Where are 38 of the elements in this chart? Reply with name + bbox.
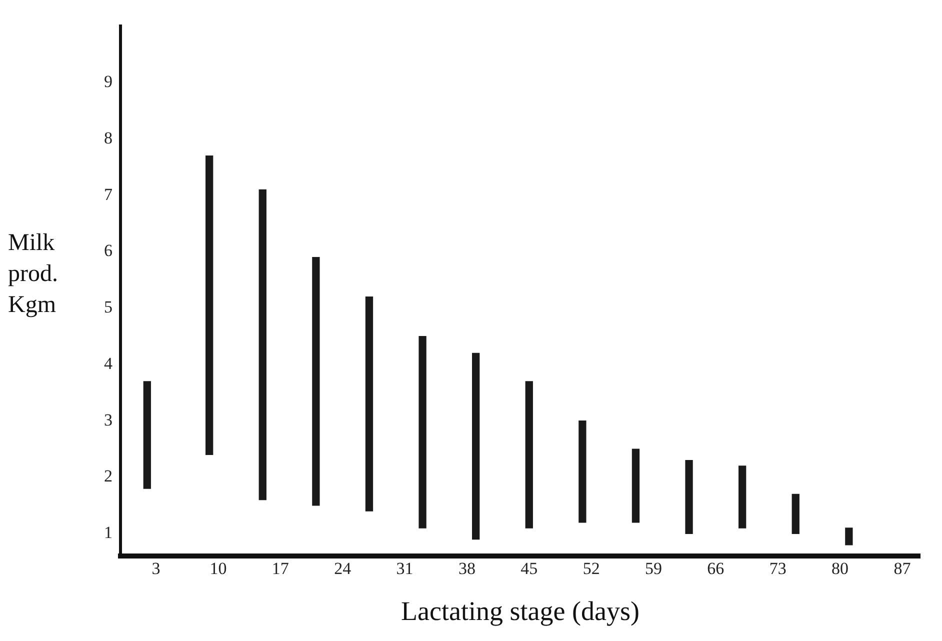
x-tick-label: 38 (458, 558, 476, 578)
y-tick-label: 5 (104, 298, 112, 317)
x-tick-label: 59 (645, 558, 662, 578)
bar (525, 381, 533, 528)
x-tick-label: 17 (272, 558, 290, 578)
x-tick-label: 66 (707, 558, 724, 578)
y-tick-label: 6 (104, 241, 112, 260)
y-axis-title: Milk prod. Kgm (8, 229, 59, 320)
x-tick-label: 52 (582, 558, 600, 578)
x-tick-label: 73 (769, 558, 786, 578)
bar (578, 420, 586, 523)
x-tick-label: 24 (334, 558, 352, 578)
bar (206, 156, 214, 456)
bar (845, 528, 853, 546)
bar (312, 257, 320, 506)
bar (472, 352, 480, 540)
bar (418, 336, 426, 528)
x-axis-title: Lactating stage (days) (401, 596, 640, 626)
bar (365, 296, 374, 512)
y-tick-label: 8 (104, 128, 112, 148)
bar (632, 448, 640, 523)
y-tick-label: 7 (104, 184, 113, 204)
x-tick-label: 3 (152, 558, 160, 578)
bar (738, 466, 746, 528)
x-tick-label: 31 (396, 558, 414, 578)
bar (685, 460, 693, 534)
y-tick-label: 1 (104, 523, 112, 542)
bar (792, 494, 800, 534)
y-tick-label: 2 (104, 466, 112, 486)
x-tick-label: 10 (210, 558, 227, 578)
y-tick-label: 4 (104, 354, 113, 373)
x-tick-label: 45 (520, 558, 538, 578)
y-tick-label: 9 (104, 72, 112, 92)
x-tick-label: 80 (832, 558, 849, 578)
x-tick-label: 87 (894, 558, 912, 578)
y-tick-label: 3 (104, 410, 112, 430)
bar (143, 381, 151, 489)
bar (258, 189, 266, 500)
